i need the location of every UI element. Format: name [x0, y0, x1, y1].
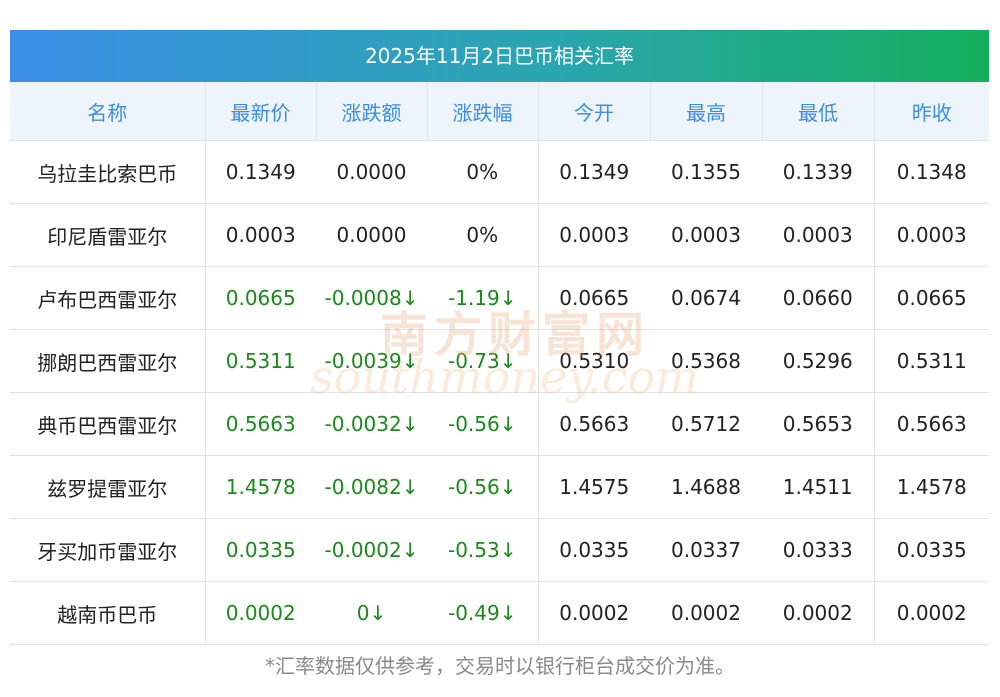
cell-prev-close: 0.1348	[873, 140, 989, 204]
table-row: 典币巴西雷亚尔 0.5663 -0.0032↓ -0.56↓ 0.5663 0.5712 0…	[10, 392, 989, 456]
cell-change: -0.0002↓	[316, 518, 427, 582]
table-header: 名称 最新价 涨跌额 涨跌幅 今开 最高 最低 昨收	[10, 82, 989, 141]
cell-prev-close: 0.0665	[873, 266, 989, 330]
cell-low: 0.5653	[762, 392, 874, 456]
header-change-pct: 涨跌幅	[426, 82, 538, 141]
cell-open: 0.5663	[537, 392, 650, 456]
table-row: 越南币巴币 0.0002 0↓ -0.49↓ 0.0002 0.0002 0.0002 0.0…	[10, 581, 989, 645]
header-prev-close: 昨收	[873, 82, 989, 141]
table-title: 2025年11月2日巴币相关汇率	[10, 30, 989, 82]
cell-high: 0.0674	[650, 266, 762, 330]
cell-high: 0.0002	[650, 581, 762, 645]
cell-change: 0↓	[316, 581, 427, 645]
header-high: 最高	[649, 82, 762, 141]
cell-latest: 0.0003	[205, 203, 316, 267]
cell-latest: 0.1349	[205, 140, 316, 204]
cell-change-pct: -0.73↓	[427, 329, 538, 393]
cell-low: 0.5296	[762, 329, 874, 393]
cell-name: 挪朗巴西雷亚尔	[10, 329, 206, 393]
cell-name: 乌拉圭比索巴币	[10, 140, 206, 204]
cell-open: 0.0002	[537, 581, 650, 645]
header-latest: 最新价	[204, 82, 316, 141]
cell-prev-close: 0.0002	[873, 581, 989, 645]
cell-low: 0.0002	[762, 581, 874, 645]
header-open: 今开	[537, 82, 650, 141]
cell-name: 兹罗提雷亚尔	[10, 455, 206, 519]
cell-name: 越南币巴币	[10, 581, 206, 645]
cell-prev-close: 0.5311	[873, 329, 989, 393]
cell-prev-close: 0.0003	[873, 203, 989, 267]
cell-change-pct: 0%	[427, 203, 538, 267]
cell-low: 0.0333	[762, 518, 874, 582]
cell-latest: 0.5311	[205, 329, 316, 393]
cell-open: 0.0665	[537, 266, 650, 330]
cell-low: 1.4511	[762, 455, 874, 519]
cell-open: 0.0003	[537, 203, 650, 267]
cell-change-pct: -0.56↓	[427, 455, 538, 519]
cell-change-pct: -0.56↓	[427, 392, 538, 456]
cell-high: 0.0003	[650, 203, 762, 267]
cell-low: 0.0660	[762, 266, 874, 330]
rate-table: 名称 最新价 涨跌额 涨跌幅 今开 最高 最低 昨收 乌拉圭比索巴币 0.1349…	[10, 82, 989, 645]
cell-name: 典币巴西雷亚尔	[10, 392, 206, 456]
cell-change: -0.0008↓	[316, 266, 427, 330]
cell-prev-close: 0.5663	[873, 392, 989, 456]
cell-change-pct: -1.19↓	[427, 266, 538, 330]
cell-high: 0.0337	[650, 518, 762, 582]
cell-change: -0.0082↓	[316, 455, 427, 519]
cell-change-pct: -0.53↓	[427, 518, 538, 582]
cell-latest: 0.5663	[205, 392, 316, 456]
rate-table-panel: 2025年11月2日巴币相关汇率 名称 最新价 涨跌额 涨跌幅 今开 最高 最低…	[10, 30, 989, 645]
cell-high: 0.5368	[650, 329, 762, 393]
table-row: 兹罗提雷亚尔 1.4578 -0.0082↓ -0.56↓ 1.4575 1.4688 1.…	[10, 455, 989, 519]
cell-latest: 0.0335	[205, 518, 316, 582]
cell-change: 0.0000	[316, 140, 427, 204]
cell-change: 0.0000	[316, 203, 427, 267]
cell-latest: 0.0665	[205, 266, 316, 330]
cell-high: 0.1355	[650, 140, 762, 204]
table-row: 牙买加币雷亚尔 0.0335 -0.0002↓ -0.53↓ 0.0335 0.0337 0…	[10, 518, 989, 582]
cell-latest: 1.4578	[205, 455, 316, 519]
cell-change: -0.0032↓	[316, 392, 427, 456]
cell-low: 0.0003	[762, 203, 874, 267]
cell-change: -0.0039↓	[316, 329, 427, 393]
cell-open: 0.1349	[537, 140, 650, 204]
table-row: 乌拉圭比索巴币 0.1349 0.0000 0% 0.1349 0.1355 0.1339 0…	[10, 140, 989, 204]
header-change: 涨跌额	[315, 82, 427, 141]
table-row: 印尼盾雷亚尔 0.0003 0.0000 0% 0.0003 0.0003 0.0003 0.…	[10, 203, 989, 267]
cell-high: 0.5712	[650, 392, 762, 456]
header-low: 最低	[761, 82, 874, 141]
cell-change-pct: 0%	[427, 140, 538, 204]
table-row: 卢布巴西雷亚尔 0.0665 -0.0008↓ -1.19↓ 0.0665 0.0674 0…	[10, 266, 989, 330]
cell-open: 1.4575	[537, 455, 650, 519]
cell-name: 印尼盾雷亚尔	[10, 203, 206, 267]
cell-latest: 0.0002	[205, 581, 316, 645]
cell-open: 0.5310	[537, 329, 650, 393]
cell-name: 牙买加币雷亚尔	[10, 518, 206, 582]
cell-change-pct: -0.49↓	[427, 581, 538, 645]
cell-prev-close: 1.4578	[873, 455, 989, 519]
cell-low: 0.1339	[762, 140, 874, 204]
table-body: 乌拉圭比索巴币 0.1349 0.0000 0% 0.1349 0.1355 0.1339 0…	[10, 140, 989, 645]
cell-name: 卢布巴西雷亚尔	[10, 266, 206, 330]
cell-open: 0.0335	[537, 518, 650, 582]
cell-prev-close: 0.0335	[873, 518, 989, 582]
footnote: *汇率数据仅供参考，交易时以银行柜台成交价为准。	[265, 654, 735, 678]
cell-high: 1.4688	[650, 455, 762, 519]
table-row: 挪朗巴西雷亚尔 0.5311 -0.0039↓ -0.73↓ 0.5310 0.5368 0…	[10, 329, 989, 393]
header-name: 名称	[10, 82, 205, 141]
